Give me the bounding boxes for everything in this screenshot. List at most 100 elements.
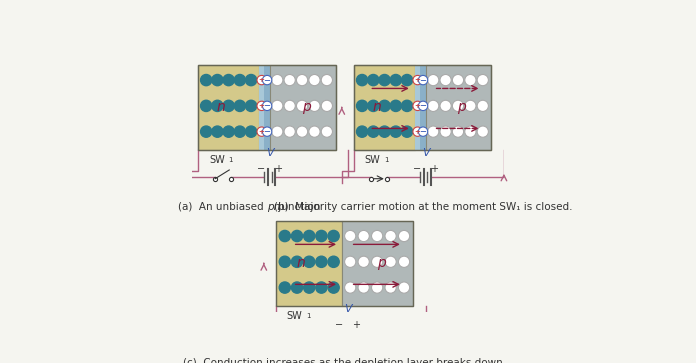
Text: 1: 1 (228, 158, 232, 163)
Text: p: p (457, 100, 466, 114)
Text: −: − (420, 101, 427, 110)
Circle shape (296, 100, 308, 111)
Text: +: + (259, 103, 264, 109)
Circle shape (465, 74, 476, 86)
Circle shape (328, 256, 339, 268)
Circle shape (235, 74, 246, 86)
FancyBboxPatch shape (354, 65, 415, 150)
Text: −: − (264, 76, 271, 85)
Circle shape (271, 74, 283, 86)
Circle shape (418, 127, 428, 136)
Circle shape (465, 126, 476, 137)
Circle shape (358, 256, 370, 268)
Circle shape (477, 100, 489, 111)
Circle shape (316, 231, 327, 242)
Text: junction: junction (275, 202, 320, 212)
Text: n: n (217, 100, 226, 114)
Circle shape (372, 282, 383, 293)
Circle shape (427, 126, 438, 137)
Text: SW: SW (209, 155, 225, 165)
Text: −: − (264, 101, 271, 110)
Text: +: + (415, 129, 420, 135)
Circle shape (356, 100, 367, 111)
Text: p: p (377, 256, 386, 270)
Circle shape (200, 74, 212, 86)
Text: V: V (266, 148, 274, 158)
Circle shape (328, 231, 339, 242)
Circle shape (292, 282, 303, 293)
Circle shape (200, 126, 212, 137)
Circle shape (345, 231, 356, 242)
FancyBboxPatch shape (270, 65, 335, 150)
Circle shape (465, 100, 476, 111)
Circle shape (223, 74, 235, 86)
Circle shape (262, 127, 272, 136)
Circle shape (322, 126, 333, 137)
Circle shape (398, 282, 410, 293)
Text: −: − (420, 127, 427, 136)
Text: (b)  Majority carrier motion at the moment SW₁ is closed.: (b) Majority carrier motion at the momen… (274, 202, 572, 212)
Text: n: n (297, 256, 306, 270)
Circle shape (385, 256, 396, 268)
Text: n: n (373, 100, 381, 114)
Circle shape (402, 74, 413, 86)
Circle shape (279, 256, 290, 268)
Circle shape (223, 100, 235, 111)
Circle shape (303, 256, 315, 268)
Circle shape (413, 76, 422, 85)
Circle shape (452, 126, 464, 137)
Text: SW: SW (287, 311, 303, 321)
Circle shape (413, 127, 422, 136)
FancyBboxPatch shape (342, 221, 413, 306)
Circle shape (398, 231, 410, 242)
Text: −: − (257, 164, 265, 174)
Circle shape (440, 126, 451, 137)
Circle shape (452, 100, 464, 111)
Circle shape (309, 100, 320, 111)
FancyBboxPatch shape (259, 65, 264, 150)
Circle shape (257, 127, 267, 136)
Circle shape (309, 126, 320, 137)
FancyBboxPatch shape (426, 65, 491, 150)
Circle shape (322, 100, 333, 111)
Text: +: + (430, 164, 438, 174)
Circle shape (390, 126, 402, 137)
Circle shape (358, 282, 370, 293)
Circle shape (212, 126, 223, 137)
Circle shape (309, 74, 320, 86)
Circle shape (427, 100, 438, 111)
Circle shape (358, 231, 370, 242)
Circle shape (345, 282, 356, 293)
Text: +: + (415, 77, 420, 83)
Circle shape (262, 101, 272, 111)
Text: (c)  Conduction increases as the depletion layer breaks down.: (c) Conduction increases as the depletio… (183, 358, 507, 363)
FancyBboxPatch shape (415, 65, 420, 150)
Circle shape (262, 76, 272, 85)
Circle shape (418, 76, 428, 85)
Circle shape (356, 126, 367, 137)
Text: +: + (259, 77, 264, 83)
FancyBboxPatch shape (264, 65, 270, 150)
Circle shape (292, 256, 303, 268)
Text: +: + (259, 129, 264, 135)
Text: −: − (413, 164, 421, 174)
Circle shape (440, 74, 451, 86)
Circle shape (385, 231, 396, 242)
Circle shape (402, 100, 413, 111)
Circle shape (212, 74, 223, 86)
FancyBboxPatch shape (420, 65, 426, 150)
Text: 1: 1 (384, 158, 388, 163)
Circle shape (271, 126, 283, 137)
Circle shape (356, 74, 367, 86)
Text: +: + (352, 320, 361, 330)
Circle shape (398, 256, 410, 268)
Circle shape (402, 126, 413, 137)
Circle shape (345, 256, 356, 268)
Text: (a)  An unbiased: (a) An unbiased (178, 202, 267, 212)
Circle shape (246, 100, 257, 111)
Circle shape (418, 101, 428, 111)
FancyBboxPatch shape (198, 65, 259, 150)
Circle shape (246, 74, 257, 86)
Circle shape (284, 100, 295, 111)
Circle shape (367, 100, 379, 111)
